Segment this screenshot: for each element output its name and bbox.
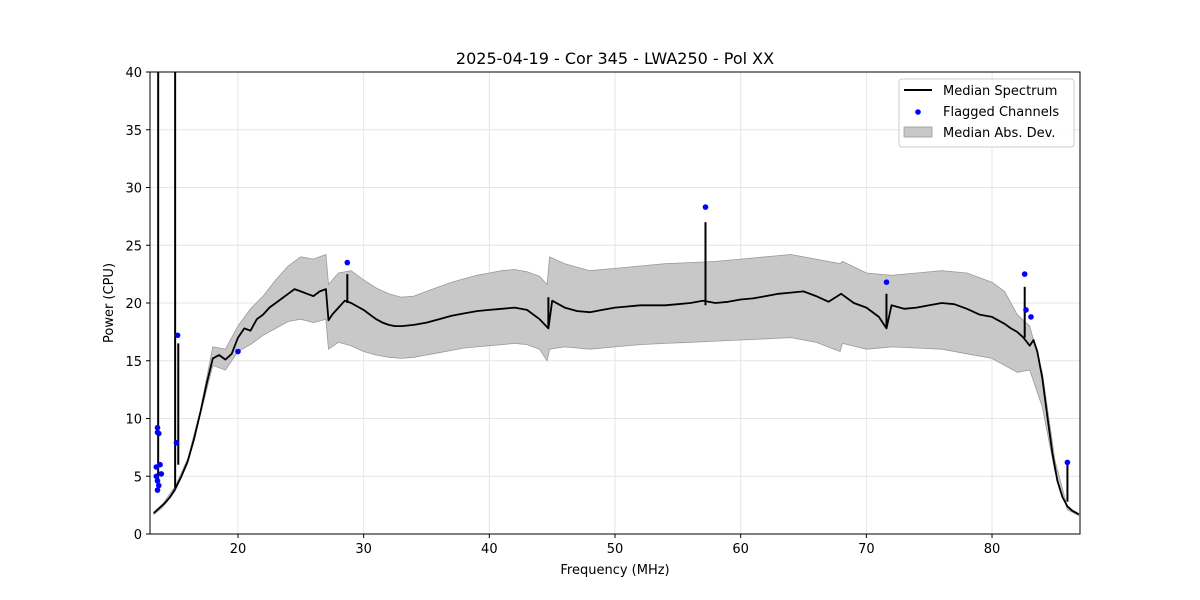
legend-flagged-swatch [915,109,921,115]
x-tick-label: 50 [607,542,624,557]
y-tick-label: 0 [134,528,142,543]
flagged-channel-point [1028,314,1034,320]
flagged-channel-point [1064,459,1071,466]
x-tick-label: 60 [732,542,749,557]
y-axis-title: Power (CPU) [102,263,117,343]
y-tick-label: 35 [125,124,142,139]
flagged-channel-point [1023,307,1029,313]
flagged-channel-point [173,440,180,446]
flagged-channel-point [154,424,161,431]
x-tick-label: 20 [230,542,247,557]
median-spectrum-line [153,288,1080,516]
y-tick-label: 30 [125,182,142,197]
x-tick-label: 40 [481,542,498,557]
y-tick-label: 25 [125,239,142,254]
mad-band-layer [153,253,1080,517]
y-tick-label: 15 [125,355,142,370]
x-tick-label: 70 [858,542,875,557]
mad-band [153,253,1080,517]
flagged-channel-point [883,279,890,286]
x-tick-label: 30 [355,542,372,557]
y-tick-label: 5 [134,470,142,485]
chart-title: 2025-04-19 - Cor 345 - LWA250 - Pol XX [456,49,774,68]
x-axis-title: Frequency (MHz) [560,563,669,578]
flagged-channel-point [702,204,709,210]
flagged-channel-point [154,487,161,493]
y-axis-ticks: 0 5 10 15 20 25 30 35 40 [125,66,150,543]
flagged-channel-point [1021,271,1028,277]
flagged-channel-point [154,478,161,484]
y-tick-label: 10 [125,413,142,428]
y-tick-label: 20 [125,297,142,312]
legend-box [898,78,1075,148]
legend-median-label: Median Spectrum [943,84,1057,99]
flagged-channel-point [158,471,165,477]
flagged-channel-point [235,348,241,355]
legend-mad-swatch [903,126,933,138]
y-tick-label: 40 [125,66,142,81]
flagged-points-layer [153,204,1071,493]
flagged-channel-point [344,259,351,266]
flagged-channel-point [153,464,160,470]
median-line-layer [153,72,1080,516]
legend-flagged-label: Flagged Channels [943,105,1059,120]
flagged-channel-point [174,332,181,339]
flagged-channel-point [156,430,162,437]
flagged-channel-point [153,473,160,480]
x-tick-label: 80 [984,542,1001,557]
flagged-channel-point [156,482,162,489]
legend: Median Spectrum Flagged Channels Median … [898,78,1075,148]
legend-mad-label: Median Abs. Dev. [943,126,1055,141]
x-axis-ticks: 20 30 40 50 60 70 80 [230,534,1001,557]
